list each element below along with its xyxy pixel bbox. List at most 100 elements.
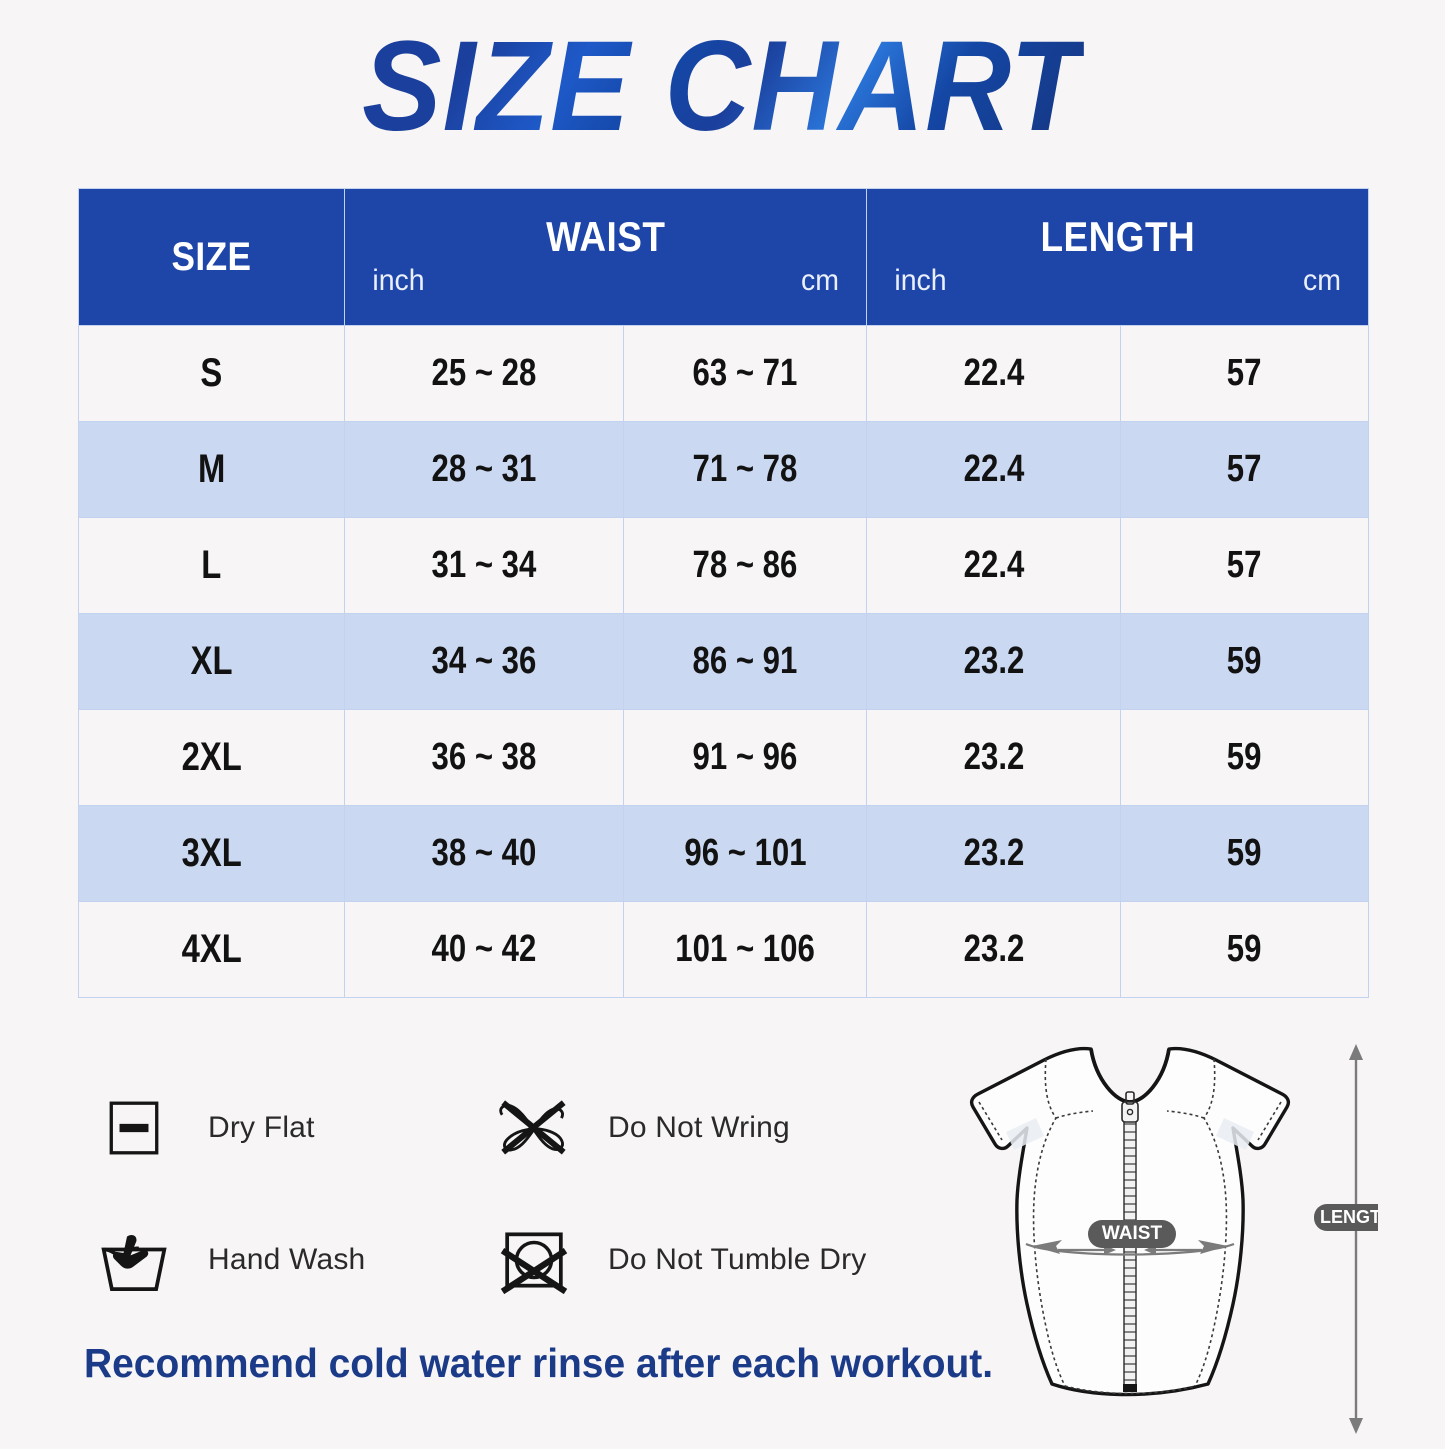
cell-size: S xyxy=(78,325,345,422)
care-label-dry-flat: Dry Flat xyxy=(208,1111,315,1144)
cell-waist-inch-text: 38 ~ 40 xyxy=(431,832,537,874)
table-row: 4XL 40 ~ 42 101 ~ 106 23.2 59 xyxy=(78,901,1369,998)
sleeve-hems xyxy=(978,1101,1282,1141)
cell-waist-inch-text: 36 ~ 38 xyxy=(431,736,537,778)
cell-waist-cm: 86 ~ 91 xyxy=(623,613,867,710)
cell-waist-inch: 34 ~ 36 xyxy=(344,613,624,710)
care-item-dry-flat: Dry Flat xyxy=(88,1062,488,1194)
care-instructions: Dry Flat Do Not Wring Hand Wa xyxy=(88,1062,948,1326)
waist-label-text: WAIST xyxy=(1102,1223,1163,1244)
cell-waist-cm: 63 ~ 71 xyxy=(623,325,867,422)
cell-length-cm-text: 59 xyxy=(1227,832,1262,874)
length-measure: LENGTH xyxy=(1314,1044,1400,1434)
waist-unit-cm: cm xyxy=(801,264,839,297)
column-header-waist-label: WAIST xyxy=(545,213,666,260)
cell-waist-cm-text: 96 ~ 101 xyxy=(683,832,807,874)
cell-waist-cm-text: 71 ~ 78 xyxy=(692,448,798,490)
cell-size: 2XL xyxy=(78,709,345,806)
column-header-waist-units: inch cm xyxy=(345,264,866,298)
care-label-do-not-wring: Do Not Wring xyxy=(608,1111,790,1144)
cell-length-inch-text: 23.2 xyxy=(963,928,1024,970)
waist-unit-inch: inch xyxy=(372,264,425,297)
length-unit-cm: cm xyxy=(1303,264,1341,297)
column-header-length-units: inch cm xyxy=(867,264,1368,298)
cell-waist-cm: 71 ~ 78 xyxy=(623,421,867,518)
care-item-hand-wash: Hand Wash xyxy=(88,1194,488,1326)
care-label-do-not-tumble-dry: Do Not Tumble Dry xyxy=(608,1243,867,1276)
cell-waist-cm-text: 86 ~ 91 xyxy=(692,640,798,682)
cell-length-inch: 23.2 xyxy=(866,901,1121,998)
care-label-hand-wash: Hand Wash xyxy=(208,1243,366,1276)
cell-waist-inch: 25 ~ 28 xyxy=(344,325,624,422)
page-title-container: SIZE CHART xyxy=(0,15,1445,158)
page-title: SIZE CHART xyxy=(361,15,1084,158)
cell-length-cm: 59 xyxy=(1120,613,1369,710)
cell-length-inch: 22.4 xyxy=(866,517,1121,614)
cell-waist-inch-text: 40 ~ 42 xyxy=(431,928,537,970)
cell-size: M xyxy=(78,421,345,518)
cell-waist-inch-text: 31 ~ 34 xyxy=(431,544,537,586)
cell-length-cm-text: 59 xyxy=(1227,736,1262,778)
cell-waist-inch: 31 ~ 34 xyxy=(344,517,624,614)
table-row: 2XL 36 ~ 38 91 ~ 96 23.2 59 xyxy=(78,709,1369,806)
cell-waist-cm-text: 91 ~ 96 xyxy=(692,736,798,778)
cell-waist-cm-text: 63 ~ 71 xyxy=(692,352,798,394)
cell-length-cm: 59 xyxy=(1120,805,1369,902)
cell-length-inch: 22.4 xyxy=(866,421,1121,518)
cell-waist-cm-text: 101 ~ 106 xyxy=(675,928,815,970)
cell-waist-cm: 91 ~ 96 xyxy=(623,709,867,806)
table-header: SIZE WAIST inch cm LENGTH inch cm xyxy=(78,188,1369,326)
sleeve-shading xyxy=(1006,1118,1254,1150)
cell-size-text: M xyxy=(197,447,226,491)
care-item-do-not-tumble-dry: Do Not Tumble Dry xyxy=(488,1194,928,1326)
garment-illustration: WAIST LENGTH xyxy=(948,1032,1400,1444)
cell-size-text: 2XL xyxy=(181,735,242,779)
cell-length-cm-text: 59 xyxy=(1227,928,1262,970)
column-header-size: SIZE xyxy=(78,188,345,326)
cell-waist-cm: 101 ~ 106 xyxy=(623,901,867,998)
cell-length-inch: 22.4 xyxy=(866,325,1121,422)
cell-waist-cm: 78 ~ 86 xyxy=(623,517,867,614)
column-header-waist-inner: WAIST inch cm xyxy=(345,189,866,325)
cell-waist-inch: 28 ~ 31 xyxy=(344,421,624,518)
cell-length-cm: 59 xyxy=(1120,709,1369,806)
cell-waist-inch: 38 ~ 40 xyxy=(344,805,624,902)
size-chart-table: SIZE WAIST inch cm LENGTH inch cm xyxy=(78,188,1369,998)
cell-size-text: S xyxy=(200,351,223,395)
cell-waist-inch: 40 ~ 42 xyxy=(344,901,624,998)
column-header-length-label: LENGTH xyxy=(1040,213,1195,260)
cell-length-cm: 57 xyxy=(1120,421,1369,518)
cell-size: 3XL xyxy=(78,805,345,902)
cell-waist-cm-text: 78 ~ 86 xyxy=(692,544,798,586)
cell-length-inch: 23.2 xyxy=(866,805,1121,902)
cell-size-text: XL xyxy=(190,639,233,683)
cell-length-cm-text: 57 xyxy=(1227,544,1262,586)
cell-length-inch: 23.2 xyxy=(866,613,1121,710)
cell-waist-inch-text: 34 ~ 36 xyxy=(431,640,537,682)
table-row: XL 34 ~ 36 86 ~ 91 23.2 59 xyxy=(78,613,1369,710)
table-row: 3XL 38 ~ 40 96 ~ 101 23.2 59 xyxy=(78,805,1369,902)
cell-waist-inch-text: 28 ~ 31 xyxy=(431,448,537,490)
cell-length-cm: 59 xyxy=(1120,901,1369,998)
cell-length-cm: 57 xyxy=(1120,517,1369,614)
cell-waist-inch: 36 ~ 38 xyxy=(344,709,624,806)
cell-length-cm-text: 57 xyxy=(1227,448,1262,490)
length-unit-inch: inch xyxy=(894,264,947,297)
cell-length-inch-text: 23.2 xyxy=(963,736,1024,778)
cell-length-cm-text: 59 xyxy=(1227,640,1262,682)
do-not-tumble-dry-icon xyxy=(488,1214,580,1306)
table-body: S 25 ~ 28 63 ~ 71 22.4 57 M 28 ~ 31 71 ~ 78 22.4… xyxy=(78,325,1369,998)
cell-size: 4XL xyxy=(78,901,345,998)
cell-length-inch: 23.2 xyxy=(866,709,1121,806)
length-label-text: LENGTH xyxy=(1320,1207,1378,1227)
column-header-length-inner: LENGTH inch cm xyxy=(867,189,1368,325)
column-header-size-label: SIZE xyxy=(171,235,252,279)
waist-measure: WAIST xyxy=(1025,1220,1235,1256)
cell-size-text: 3XL xyxy=(181,831,242,875)
cell-length-inch-text: 23.2 xyxy=(963,640,1024,682)
cell-length-inch-text: 22.4 xyxy=(963,544,1024,586)
cell-waist-inch-text: 25 ~ 28 xyxy=(431,352,537,394)
dry-flat-icon xyxy=(88,1082,180,1174)
do-not-wring-icon xyxy=(488,1082,580,1174)
recommendation-text: Recommend cold water rinse after each wo… xyxy=(84,1340,994,1386)
